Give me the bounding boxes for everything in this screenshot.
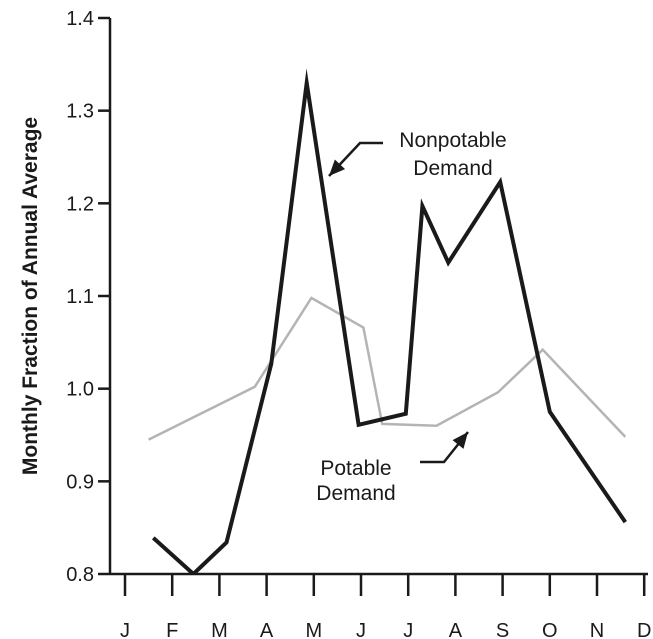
- nonpotable-annotation-arrowhead: [329, 159, 346, 176]
- potable-annotation-line-1: Potable: [320, 457, 391, 480]
- x-tick-label: O: [542, 620, 558, 639]
- x-tick-label: A: [260, 620, 274, 639]
- nonpotable-annotation-line-1: Nonpotable: [399, 129, 506, 152]
- y-tick-label: 1.4: [66, 8, 94, 30]
- x-tick-label: M: [211, 620, 228, 639]
- y-tick-label: 0.8: [66, 564, 94, 586]
- potable-annotation-line-2: Demand: [316, 482, 395, 505]
- potable-annotation-arrowhead: [452, 432, 468, 449]
- x-tick-label: D: [637, 620, 651, 639]
- y-tick-label: 0.9: [66, 471, 94, 493]
- y-tick-label: 1.0: [66, 379, 94, 401]
- nonpotable-annotation-line-2: Demand: [413, 157, 492, 180]
- x-tick-label: M: [305, 620, 322, 639]
- series-layer: [148, 68, 627, 574]
- y-tick-label: 1.1: [66, 286, 94, 308]
- x-tick-label: J: [120, 620, 130, 639]
- x-tick-label: J: [403, 620, 413, 639]
- x-tick-label: J: [356, 620, 366, 639]
- y-tick-label: 1.2: [66, 193, 94, 215]
- y-axis-title: Monthly Fraction of Annual Average: [19, 117, 42, 475]
- y-axis: 0.8 0.9 1.0 1.1 1.2 1.3 1.4: [66, 8, 110, 586]
- nonpotable-demand-line: [151, 68, 627, 574]
- y-tick-label: 1.3: [66, 101, 94, 123]
- x-tick-label: F: [166, 620, 178, 639]
- x-tick-label: N: [590, 620, 604, 639]
- x-tick-label: A: [449, 620, 463, 639]
- x-tick-label: S: [496, 620, 509, 639]
